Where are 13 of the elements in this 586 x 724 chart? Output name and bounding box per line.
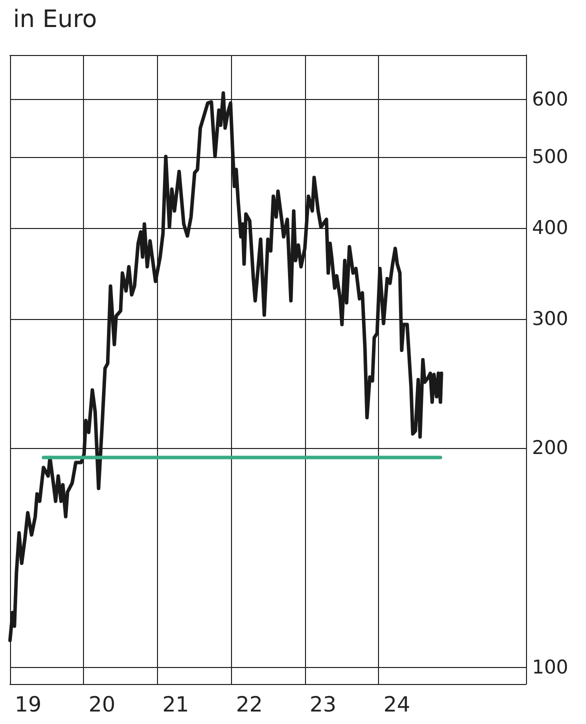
x-tick-label: 20 (88, 692, 116, 716)
y-tick-label: 100 (532, 656, 568, 679)
y-tick-label: 400 (532, 216, 568, 239)
y-tick-label: 600 (532, 88, 568, 110)
x-tick-label: 21 (162, 692, 190, 716)
y-tick-label: 500 (532, 146, 568, 168)
x-tick-label: 24 (383, 692, 410, 716)
x-tick-label: 22 (236, 692, 263, 716)
x-tick-label: 19 (14, 692, 42, 716)
x-tick-label: 23 (310, 692, 336, 716)
y-tick-label: 300 (532, 308, 568, 330)
y-tick-label: 200 (532, 436, 568, 459)
chart-title: in Euro (13, 5, 97, 33)
